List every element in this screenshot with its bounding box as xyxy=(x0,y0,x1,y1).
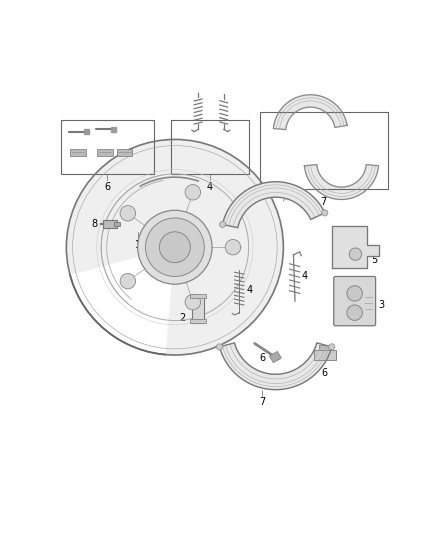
Polygon shape xyxy=(223,182,325,228)
Circle shape xyxy=(67,140,283,355)
Text: 4: 4 xyxy=(207,182,213,192)
Bar xyxy=(84,130,89,134)
Bar xyxy=(171,120,248,174)
Text: 7: 7 xyxy=(321,197,327,207)
Text: 6: 6 xyxy=(104,182,110,192)
Text: 8: 8 xyxy=(91,219,97,229)
Bar xyxy=(319,345,330,350)
Bar xyxy=(269,351,281,363)
Bar xyxy=(103,220,117,228)
Bar xyxy=(192,295,204,322)
Circle shape xyxy=(321,210,328,216)
Polygon shape xyxy=(219,343,332,390)
Circle shape xyxy=(219,221,226,228)
Circle shape xyxy=(347,305,362,320)
Polygon shape xyxy=(304,165,378,199)
Circle shape xyxy=(185,294,201,310)
Bar xyxy=(191,294,206,298)
Circle shape xyxy=(349,248,362,260)
Polygon shape xyxy=(273,95,347,130)
Circle shape xyxy=(216,344,223,350)
Circle shape xyxy=(185,184,201,200)
Circle shape xyxy=(138,210,212,284)
Text: 6: 6 xyxy=(321,368,328,378)
Bar xyxy=(191,319,206,322)
Circle shape xyxy=(159,232,191,263)
Bar xyxy=(111,127,116,132)
Text: 1: 1 xyxy=(135,239,141,249)
Bar xyxy=(314,350,336,360)
Circle shape xyxy=(328,344,335,350)
Circle shape xyxy=(347,286,362,301)
Bar xyxy=(113,222,120,227)
Text: 5: 5 xyxy=(371,255,377,265)
Text: 2: 2 xyxy=(180,313,186,322)
Text: 3: 3 xyxy=(379,300,385,310)
Circle shape xyxy=(225,239,241,255)
Circle shape xyxy=(145,218,204,277)
Text: 7: 7 xyxy=(283,185,289,196)
Bar xyxy=(61,120,154,174)
Polygon shape xyxy=(332,225,379,268)
Bar xyxy=(117,149,132,156)
Text: 4: 4 xyxy=(247,285,253,295)
Bar xyxy=(97,149,113,156)
Bar xyxy=(260,112,388,189)
Circle shape xyxy=(120,273,136,289)
Text: 7: 7 xyxy=(259,398,265,407)
Wedge shape xyxy=(69,247,175,356)
Text: 6: 6 xyxy=(259,353,265,363)
Bar xyxy=(70,149,86,156)
Text: 4: 4 xyxy=(301,271,307,281)
FancyBboxPatch shape xyxy=(334,277,376,326)
Circle shape xyxy=(120,206,136,221)
